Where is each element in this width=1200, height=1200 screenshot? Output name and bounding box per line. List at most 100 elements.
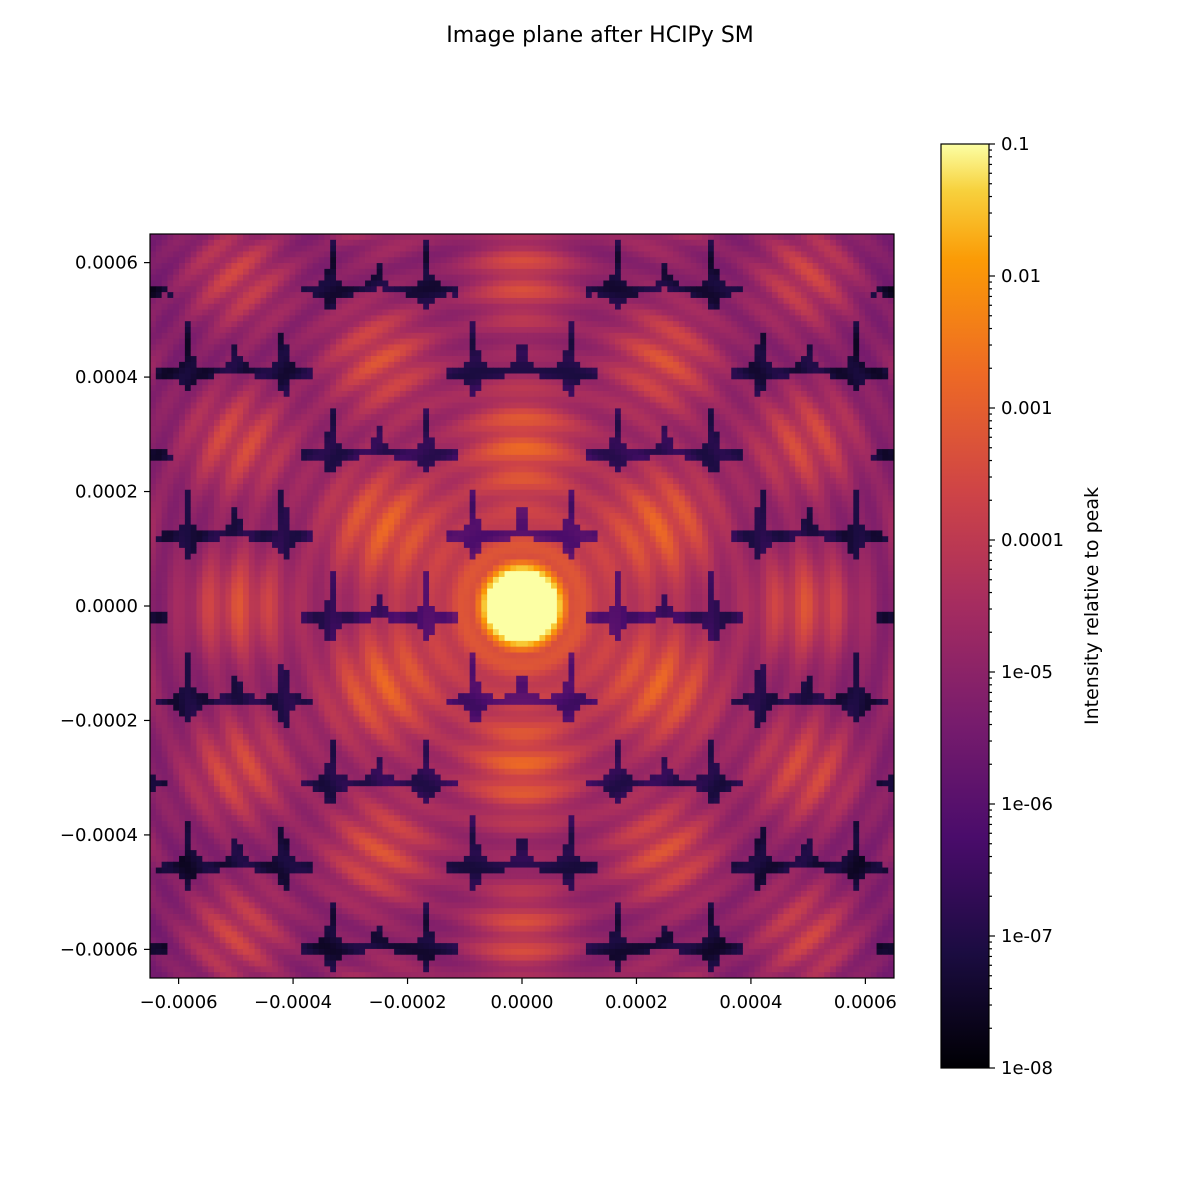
heatmap-cell — [748, 251, 755, 258]
heatmap-cell — [748, 344, 755, 351]
heatmap-cell — [533, 251, 540, 258]
heatmap-cell — [742, 443, 750, 450]
heatmap-cell — [301, 309, 308, 316]
heatmap-cell — [248, 454, 256, 462]
heatmap-cell — [725, 396, 732, 403]
heatmap-cell — [353, 292, 360, 299]
heatmap-cell — [853, 315, 860, 322]
heatmap-cell — [365, 321, 372, 328]
heatmap-cell — [312, 402, 319, 409]
heatmap-cell — [440, 268, 447, 276]
heatmap-cell — [574, 443, 581, 450]
heatmap-cell — [620, 280, 628, 287]
heatmap-cell — [161, 420, 168, 427]
heatmap-cell — [609, 332, 616, 340]
heatmap-cell — [260, 367, 267, 374]
heatmap-cell — [609, 361, 616, 369]
heatmap-cell — [504, 379, 511, 386]
heatmap-cell — [812, 356, 819, 363]
heatmap-cell — [353, 420, 360, 427]
heatmap-cell — [603, 402, 610, 409]
heatmap-cell — [440, 286, 447, 293]
heatmap-cell — [446, 431, 453, 438]
heatmap-cell — [795, 315, 802, 322]
heatmap-cell — [417, 234, 424, 241]
heatmap-cell — [440, 292, 447, 299]
heatmap-cell — [202, 286, 209, 293]
heatmap-cell — [423, 344, 430, 351]
heatmap-cell — [882, 280, 889, 287]
heatmap-cell — [376, 245, 383, 252]
heatmap-cell — [556, 425, 564, 433]
heatmap-cell — [405, 274, 412, 281]
heatmap-cell — [766, 315, 773, 322]
heatmap-cell — [841, 408, 848, 415]
heatmap-cell — [475, 268, 482, 276]
heatmap-cell — [801, 309, 808, 316]
heatmap-cell — [272, 315, 279, 322]
heatmap-cell — [696, 321, 703, 328]
heatmap-cell — [864, 408, 872, 415]
heatmap-cell — [585, 303, 593, 310]
heatmap-cell — [527, 245, 535, 252]
heatmap-cell — [696, 315, 703, 322]
heatmap-cell — [272, 338, 279, 345]
heatmap-cell — [179, 425, 186, 433]
heatmap-cell — [562, 350, 569, 357]
heatmap-cell — [661, 350, 668, 357]
heatmap-cell — [336, 356, 343, 363]
heatmap-cell — [394, 379, 401, 386]
heatmap-cell — [359, 414, 366, 421]
heatmap-cell — [667, 303, 674, 310]
heatmap-cell — [167, 321, 174, 328]
heatmap-cell — [830, 350, 837, 357]
heatmap-cell — [806, 449, 814, 456]
heatmap-cell — [173, 437, 180, 444]
heatmap-cell — [237, 303, 244, 310]
heatmap-cell — [673, 315, 680, 322]
heatmap-cell — [731, 292, 738, 299]
heatmap-cell — [638, 297, 645, 305]
heatmap-cell — [295, 292, 302, 299]
heatmap-cell — [254, 420, 261, 427]
heatmap-cell — [463, 443, 471, 450]
heatmap-cell — [516, 234, 523, 241]
heatmap-cell — [417, 420, 424, 427]
heatmap-cell — [609, 338, 616, 345]
heatmap-cell — [510, 454, 517, 462]
heatmap-cell — [527, 402, 535, 409]
heatmap-cell — [336, 396, 343, 403]
heatmap-cell — [760, 297, 767, 305]
heatmap-cell — [446, 268, 453, 276]
heatmap-cell — [463, 251, 471, 258]
heatmap-cell — [399, 344, 407, 351]
heatmap-cell — [678, 263, 686, 270]
heatmap-cell — [411, 420, 418, 427]
heatmap-cell — [864, 396, 872, 403]
heatmap-cell — [789, 327, 796, 334]
heatmap-cell — [295, 396, 302, 403]
heatmap-cell — [243, 390, 250, 398]
heatmap-cell — [184, 268, 192, 276]
heatmap-cell — [254, 332, 261, 340]
heatmap-cell — [405, 408, 412, 415]
heatmap-cell — [347, 373, 354, 380]
heatmap-cell — [173, 257, 180, 264]
heatmap-cell — [341, 251, 349, 258]
heatmap-cell — [411, 268, 418, 276]
heatmap-cell — [179, 408, 186, 415]
heatmap-cell — [498, 408, 505, 415]
heatmap-cell — [446, 425, 453, 433]
heatmap-cell — [690, 373, 697, 380]
heatmap-cell — [696, 414, 703, 421]
heatmap-cell — [801, 379, 808, 386]
heatmap-cell — [632, 367, 639, 374]
heatmap-cell — [150, 420, 157, 427]
heatmap-cell — [551, 396, 558, 403]
heatmap-cell — [818, 390, 825, 398]
heatmap-cell — [353, 245, 360, 252]
heatmap-cell — [458, 390, 465, 398]
heatmap-cell — [533, 449, 540, 456]
heatmap-cell — [411, 234, 418, 241]
heatmap-cell — [492, 280, 500, 287]
